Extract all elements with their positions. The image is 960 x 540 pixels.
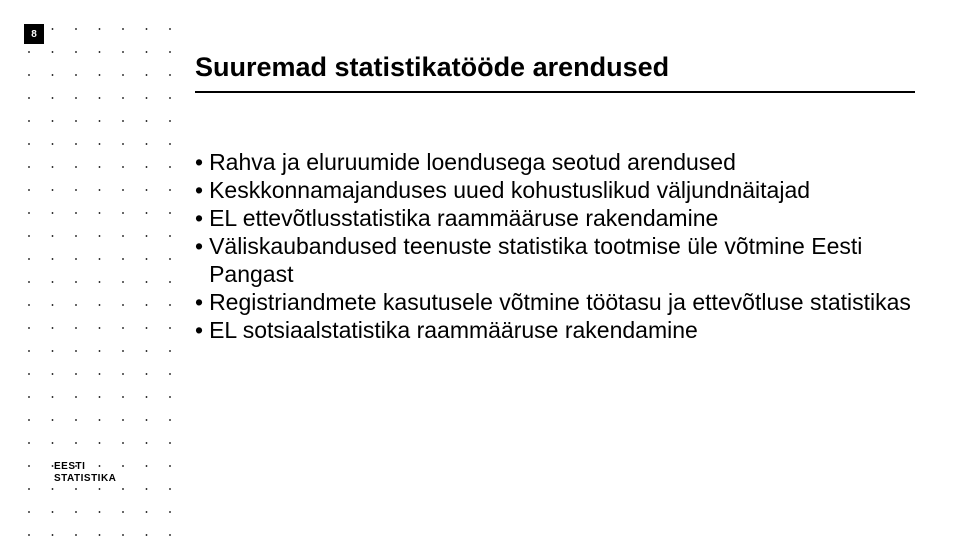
bullet-text: EL ettevõtlusstatistika raammääruse rake…: [209, 204, 915, 232]
bullet-item: •Registriandmete kasutusele võtmine tööt…: [195, 288, 915, 316]
bullet-text: EL sotsiaalstatistika raammääruse rakend…: [209, 316, 915, 344]
bullet-text: Rahva ja eluruumide loendusega seotud ar…: [209, 148, 915, 176]
bullet-marker: •: [195, 148, 209, 176]
logo: EESTI STATISTIKA: [54, 461, 116, 484]
page-number: 8: [31, 29, 37, 40]
bullet-item: •Keskkonnamajanduses uued kohustuslikud …: [195, 176, 915, 204]
bullet-marker: •: [195, 176, 209, 204]
bullet-marker: •: [195, 232, 209, 288]
bullet-item: •EL sotsiaalstatistika raammääruse raken…: [195, 316, 915, 344]
bullet-item: •Rahva ja eluruumide loendusega seotud a…: [195, 148, 915, 176]
bullet-marker: •: [195, 288, 209, 316]
bullet-item: •Väliskaubandused teenuste statistika to…: [195, 232, 915, 288]
bullet-marker: •: [195, 204, 209, 232]
bullet-text: Väliskaubandused teenuste statistika too…: [209, 232, 915, 288]
content-area: Suuremad statistikatööde arendused •Rahv…: [195, 52, 915, 344]
dot-grid: [0, 0, 172, 540]
bullet-text: Keskkonnamajanduses uued kohustuslikud v…: [209, 176, 915, 204]
bullet-marker: •: [195, 316, 209, 344]
slide: 8 Suuremad statistikatööde arendused •Ra…: [0, 0, 960, 540]
bullet-item: •EL ettevõtlusstatistika raammääruse rak…: [195, 204, 915, 232]
slide-title: Suuremad statistikatööde arendused: [195, 52, 915, 93]
logo-line1: EESTI: [54, 461, 116, 473]
page-number-badge: 8: [24, 24, 44, 44]
bullet-text: Registriandmete kasutusele võtmine tööta…: [209, 288, 915, 316]
logo-line2: STATISTIKA: [54, 473, 116, 485]
bullet-list: •Rahva ja eluruumide loendusega seotud a…: [195, 148, 915, 344]
